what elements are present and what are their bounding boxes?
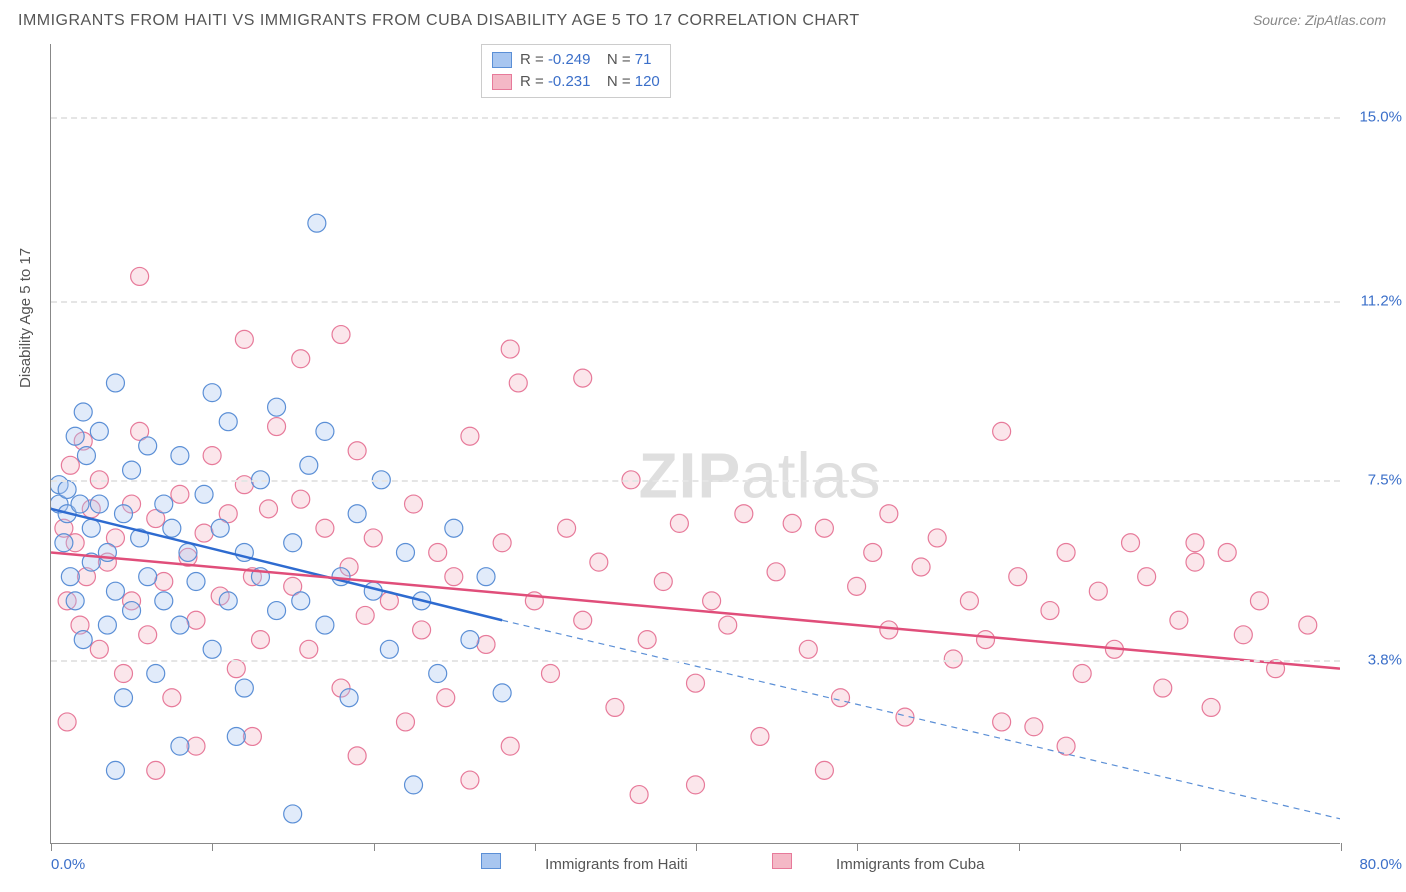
x-axis-max-label: 80.0% [1359, 856, 1402, 873]
plot-area: Disability Age 5 to 17 ZIPatlas R = -0.2… [50, 44, 1340, 844]
swatch-haiti [492, 52, 512, 68]
chart-svg [51, 44, 1340, 843]
series-legend: Immigrants from Haiti Immigrants from Cu… [481, 853, 1064, 873]
correlation-row-haiti: R = -0.249 N = 71 [492, 49, 660, 71]
correlation-row-cuba: R = -0.231 N = 120 [492, 71, 660, 93]
chart-title: IMMIGRANTS FROM HAITI VS IMMIGRANTS FROM… [18, 12, 860, 30]
y-tick-label: 3.8% [1368, 651, 1402, 668]
n-label: N = 120 [598, 71, 659, 93]
r-value-haiti: -0.249 [548, 51, 591, 68]
swatch-cuba [772, 853, 792, 869]
r-label: R = -0.249 [520, 49, 590, 71]
n-label: N = 71 [598, 49, 651, 71]
r-label: R = -0.231 [520, 71, 590, 93]
y-tick-label: 15.0% [1359, 108, 1402, 125]
legend-label-haiti: Immigrants from Haiti [545, 856, 688, 873]
legend-item-cuba: Immigrants from Cuba [772, 856, 1025, 873]
swatch-haiti [481, 853, 501, 869]
n-value-cuba: 120 [635, 73, 660, 90]
correlation-legend: R = -0.249 N = 71 R = -0.231 N = 120 [481, 44, 671, 98]
source-attribution: Source: ZipAtlas.com [1253, 12, 1386, 28]
swatch-cuba [492, 74, 512, 90]
x-axis-min-label: 0.0% [51, 856, 85, 873]
legend-item-haiti: Immigrants from Haiti [481, 856, 728, 873]
legend-label-cuba: Immigrants from Cuba [836, 856, 984, 873]
y-axis-title: Disability Age 5 to 17 [17, 247, 34, 387]
y-tick-label: 7.5% [1368, 472, 1402, 489]
n-value-haiti: 71 [635, 51, 652, 68]
r-value-cuba: -0.231 [548, 73, 591, 90]
y-tick-label: 11.2% [1361, 292, 1402, 309]
